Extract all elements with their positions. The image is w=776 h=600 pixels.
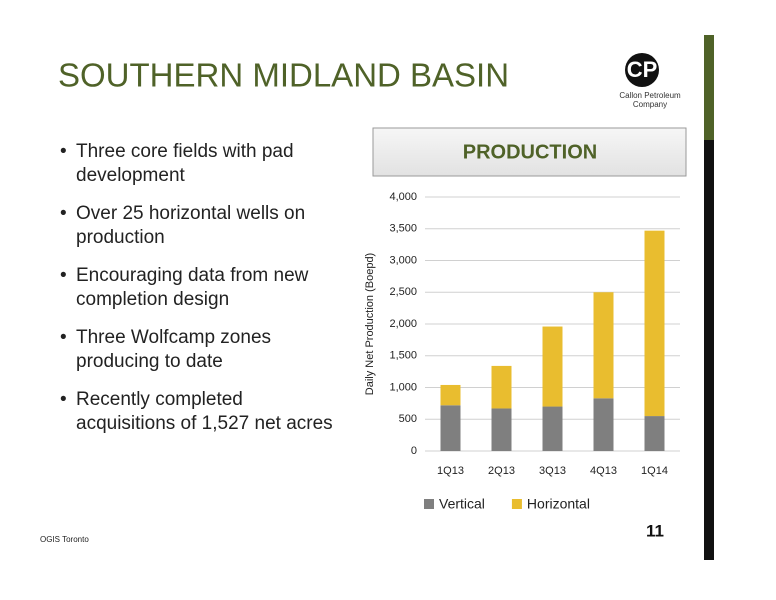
y-tick-label: 0 — [411, 445, 417, 457]
bar-segment — [644, 230, 665, 417]
bar-segment — [593, 398, 614, 451]
bar-segment — [491, 408, 512, 451]
legend-label: Horizontal — [527, 496, 590, 512]
chart-header — [372, 127, 687, 177]
y-tick-label: 1,500 — [389, 350, 417, 362]
y-tick-label: 2,000 — [389, 318, 417, 330]
bar-segment — [593, 292, 614, 399]
y-tick-label: 3,500 — [389, 223, 417, 235]
y-tick-label: 2,500 — [389, 286, 417, 298]
page-number: 11 — [646, 521, 664, 540]
x-tick-label: 1Q14 — [641, 465, 668, 477]
bar-segment — [440, 384, 461, 406]
y-tick-label: 1,000 — [389, 381, 417, 393]
x-tick-label: 1Q13 — [437, 465, 464, 477]
legend-label: Vertical — [439, 496, 485, 512]
x-tick-label: 4Q13 — [590, 465, 617, 477]
bullet: Three core fields with pad development — [60, 140, 345, 188]
svg-text:CP: CP — [627, 57, 658, 82]
bar-segment — [491, 365, 512, 409]
slide-title: SOUTHERN MIDLAND BASIN — [58, 57, 509, 94]
bar-segment — [542, 406, 563, 451]
bar-segment — [542, 326, 563, 407]
legend-swatch — [424, 499, 434, 509]
legend-swatch — [511, 499, 522, 509]
bullet-list: Three core fields with pad development O… — [60, 140, 345, 450]
bar-segment — [440, 405, 461, 451]
accent-bar — [704, 35, 714, 140]
logo-text: Company — [633, 100, 667, 109]
x-tick-label: 2Q13 — [488, 465, 515, 477]
bullet: Recently completed acquisitions of 1,527… — [60, 388, 345, 436]
logo-text: Callon Petroleum — [619, 91, 681, 100]
footer: OGIS Toronto — [40, 535, 89, 544]
bar-segment — [644, 416, 665, 451]
logo: CP Callon Petroleum Company — [619, 53, 681, 109]
y-tick-label: 3,000 — [389, 254, 417, 266]
y-tick-label: 4,000 — [389, 191, 417, 203]
y-tick-label: 500 — [399, 413, 417, 425]
accent-bar — [704, 140, 714, 560]
x-tick-label: 3Q13 — [539, 465, 566, 477]
bullet: Encouraging data from new completion des… — [60, 264, 345, 312]
bullet: Over 25 horizontal wells on production — [60, 202, 345, 250]
chart-title: PRODUCTION — [463, 141, 597, 163]
bullet: Three Wolfcamp zones producing to date — [60, 326, 345, 374]
y-axis-label: Daily Net Production (Boepd) — [364, 253, 376, 395]
